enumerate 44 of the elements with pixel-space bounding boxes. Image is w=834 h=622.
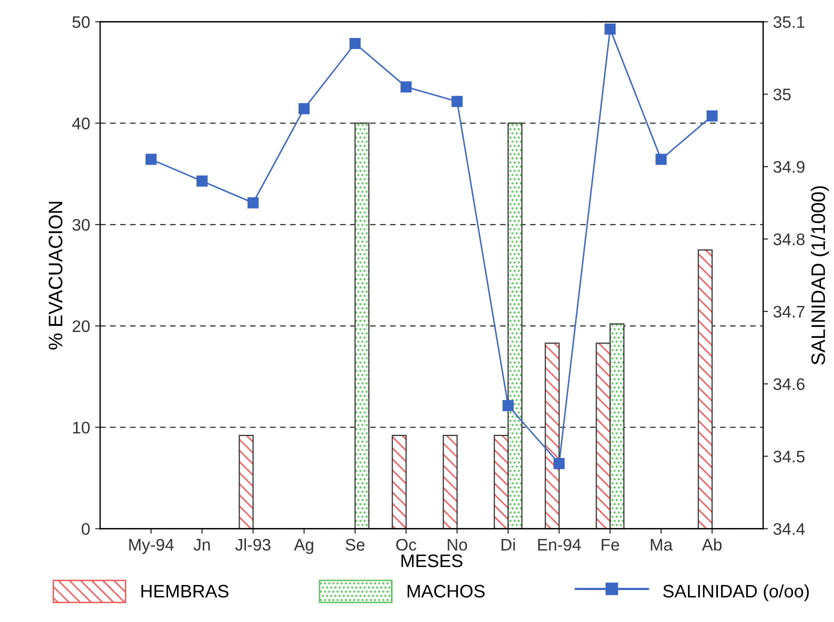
y2-tick-label: 34.5: [773, 450, 805, 462]
point: [502, 400, 514, 412]
point: [298, 103, 310, 114]
y2-tick-label: 35.1: [773, 16, 804, 28]
y-tick-label: 20: [72, 320, 90, 332]
x-tick-label: Jl-93: [235, 538, 270, 551]
x-tick-label: My-94: [129, 538, 174, 554]
x-axis-title: MESES: [401, 554, 462, 568]
y-axis-title: % EVACUACION: [48, 202, 62, 350]
x-tick-label: Ag: [294, 539, 314, 554]
point: [146, 154, 157, 165]
y2-tick-label: 34.4: [773, 523, 805, 535]
y2-tick-label: 34.6: [773, 378, 805, 390]
point: [196, 176, 208, 187]
point: [656, 154, 667, 165]
x-tick-label: No: [448, 539, 468, 551]
y-tick-label: 40: [72, 118, 90, 130]
point: [706, 110, 718, 122]
point: [350, 38, 361, 50]
legend-label: SALINIDAD (o/oo): [663, 584, 809, 602]
y-tick-label: 30: [72, 218, 90, 231]
y2-tick-label: 34.9: [773, 161, 804, 173]
point: [400, 81, 412, 93]
x-tick-label: Se: [346, 538, 365, 551]
point: [554, 458, 565, 470]
x-tick-label: Di: [502, 538, 515, 550]
legend-label: MACHOS: [408, 584, 485, 598]
y-tick-label: 10: [73, 422, 90, 434]
point: [452, 96, 463, 107]
x-tick-label: Ma: [650, 539, 673, 551]
y-tick-label: 0: [82, 523, 90, 535]
x-tick-label: Ab: [702, 538, 722, 551]
legend-label: HEMBRAS: [141, 584, 228, 598]
point: [604, 23, 616, 35]
y2-tick-label: 34.7: [773, 306, 804, 318]
y2-axis-title: SALINIDAD (1/1000): [810, 186, 829, 365]
x-tick-label: En-94: [538, 538, 581, 551]
x-tick-label: Jn: [194, 539, 210, 551]
y2-tick-label: 35: [773, 88, 791, 100]
y-tick-label: 50: [72, 16, 90, 28]
x-tick-label: Oc: [396, 538, 416, 551]
y2-tick-label: 34.8: [773, 233, 805, 246]
x-tick-label: Fe: [602, 539, 620, 551]
point: [248, 197, 259, 208]
